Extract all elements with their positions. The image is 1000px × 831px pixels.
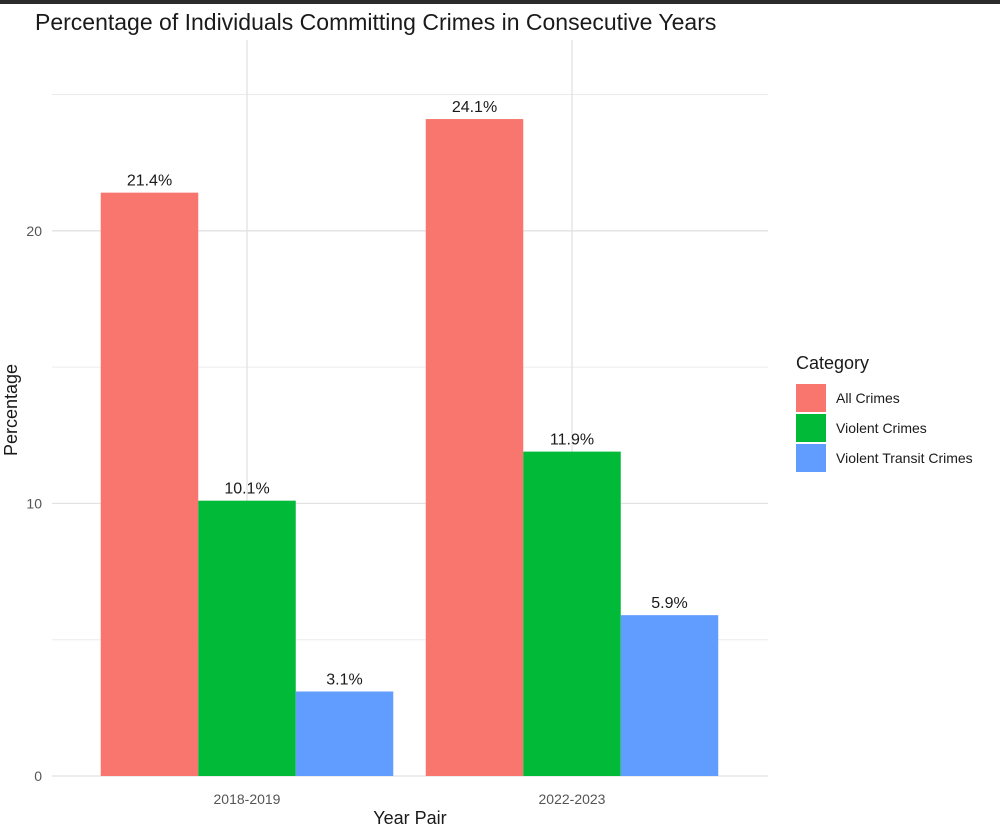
data-label: 24.1%	[452, 99, 497, 116]
legend-item-all-crimes: All Crimes	[796, 383, 1000, 413]
data-label: 3.1%	[326, 671, 362, 688]
bar	[198, 500, 296, 776]
y-axis-title: Percentage	[1, 364, 21, 456]
x-tick-label: 2022-2023	[539, 791, 606, 807]
data-label: 11.9%	[550, 432, 594, 449]
legend-swatch-violent-crimes	[796, 414, 826, 442]
legend-label-all-crimes: All Crimes	[836, 390, 900, 406]
legend: Category All Crimes Violent Crimes Viole…	[796, 353, 1000, 473]
data-label: 5.9%	[651, 595, 687, 612]
bar	[100, 192, 199, 776]
legend-label-violent-transit-crimes: Violent Transit Crimes	[836, 450, 973, 466]
bar	[523, 451, 621, 776]
y-tick-label: 10	[26, 495, 42, 511]
y-tick-label: 0	[34, 768, 42, 784]
window-top-border	[0, 0, 1000, 4]
bar	[425, 119, 524, 776]
chart-title: Percentage of Individuals Committing Cri…	[35, 9, 717, 35]
y-tick-label: 20	[26, 223, 42, 239]
legend-item-violent-crimes: Violent Crimes	[796, 413, 1000, 443]
x-axis-title: Year Pair	[373, 808, 446, 828]
legend-label-violent-crimes: Violent Crimes	[836, 420, 927, 436]
data-label: 21.4%	[127, 173, 172, 190]
data-label: 10.1%	[224, 481, 269, 498]
legend-title: Category	[796, 353, 870, 373]
legend-swatch-violent-transit-crimes	[796, 444, 826, 472]
legend-swatch-all-crimes	[796, 384, 826, 412]
legend-item-violent-transit-crimes: Violent Transit Crimes	[796, 443, 1000, 473]
bar	[295, 691, 394, 776]
x-tick-label: 2018-2019	[214, 791, 281, 807]
bar	[620, 615, 719, 776]
